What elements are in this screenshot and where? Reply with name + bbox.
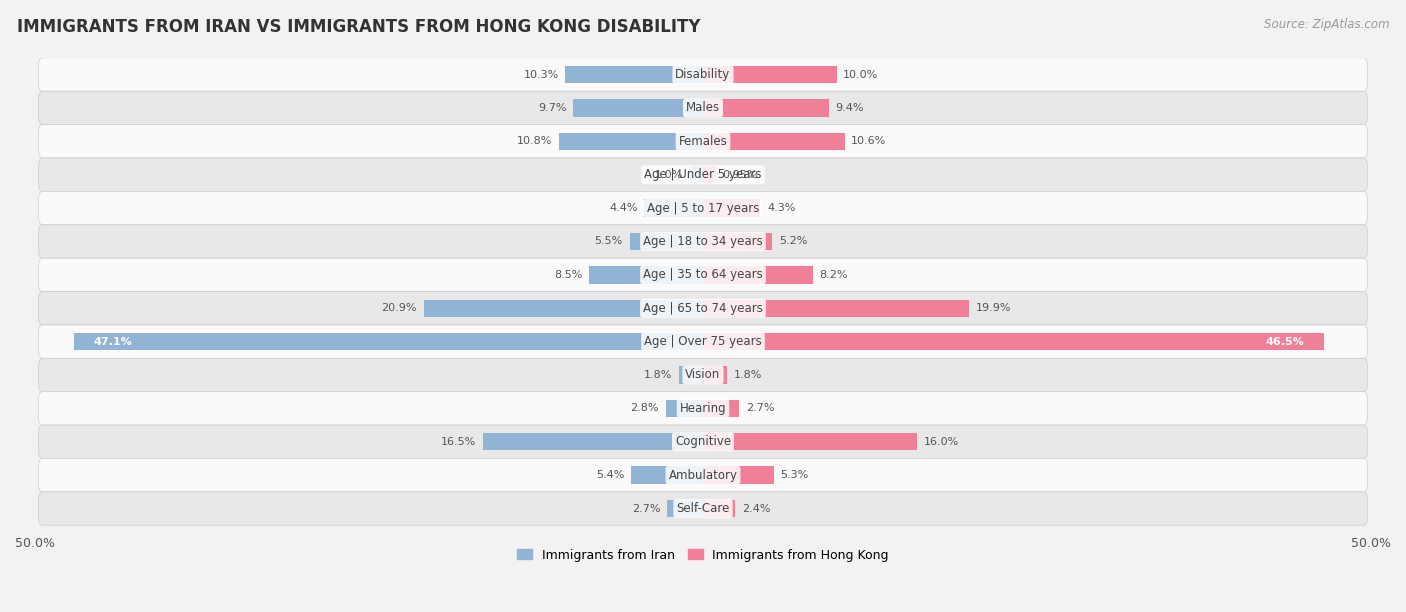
Bar (482, 433, 703, 450)
Text: 5.5%: 5.5% (595, 236, 623, 247)
Text: 10.6%: 10.6% (851, 136, 887, 146)
Bar (703, 433, 917, 450)
Bar (589, 266, 703, 283)
Bar (644, 200, 703, 217)
Text: 10.8%: 10.8% (516, 136, 553, 146)
Bar (630, 233, 703, 250)
FancyBboxPatch shape (38, 225, 1368, 258)
Bar (703, 500, 735, 517)
FancyBboxPatch shape (38, 125, 1368, 158)
Text: 20.9%: 20.9% (381, 303, 418, 313)
FancyBboxPatch shape (38, 492, 1368, 525)
Text: Ambulatory: Ambulatory (668, 469, 738, 482)
Bar (703, 367, 727, 384)
Text: 8.2%: 8.2% (820, 270, 848, 280)
Text: 1.8%: 1.8% (734, 370, 762, 380)
Bar (703, 66, 837, 83)
Text: Age | Over 75 years: Age | Over 75 years (644, 335, 762, 348)
Text: 5.3%: 5.3% (780, 470, 808, 480)
Text: Self-Care: Self-Care (676, 502, 730, 515)
FancyBboxPatch shape (38, 425, 1368, 458)
Bar (689, 166, 703, 184)
FancyBboxPatch shape (38, 291, 1368, 325)
Text: 2.7%: 2.7% (745, 403, 775, 413)
Text: 5.2%: 5.2% (779, 236, 807, 247)
Text: 16.0%: 16.0% (924, 437, 959, 447)
Text: Disability: Disability (675, 68, 731, 81)
Bar (703, 299, 969, 317)
Bar (703, 133, 845, 150)
Text: Males: Males (686, 102, 720, 114)
Text: 46.5%: 46.5% (1265, 337, 1305, 346)
Bar (558, 133, 703, 150)
Text: Cognitive: Cognitive (675, 435, 731, 448)
Bar (423, 299, 703, 317)
Bar (73, 333, 703, 350)
Bar (703, 333, 1324, 350)
Text: Age | 35 to 64 years: Age | 35 to 64 years (643, 268, 763, 282)
Bar (703, 233, 772, 250)
Text: Hearing: Hearing (679, 402, 727, 415)
Text: 2.8%: 2.8% (630, 403, 659, 413)
Text: Age | 18 to 34 years: Age | 18 to 34 years (643, 235, 763, 248)
Text: 4.4%: 4.4% (609, 203, 637, 213)
Bar (574, 99, 703, 117)
Bar (679, 367, 703, 384)
Text: IMMIGRANTS FROM IRAN VS IMMIGRANTS FROM HONG KONG DISABILITY: IMMIGRANTS FROM IRAN VS IMMIGRANTS FROM … (17, 18, 700, 36)
Text: 10.0%: 10.0% (844, 70, 879, 80)
Bar (703, 400, 740, 417)
FancyBboxPatch shape (38, 58, 1368, 91)
FancyBboxPatch shape (38, 392, 1368, 425)
Bar (703, 266, 813, 283)
Bar (703, 99, 828, 117)
FancyBboxPatch shape (38, 158, 1368, 192)
Text: 9.7%: 9.7% (538, 103, 567, 113)
FancyBboxPatch shape (38, 358, 1368, 392)
Bar (665, 400, 703, 417)
FancyBboxPatch shape (38, 458, 1368, 492)
Text: 1.8%: 1.8% (644, 370, 672, 380)
Text: 0.95%: 0.95% (723, 170, 758, 180)
Legend: Immigrants from Iran, Immigrants from Hong Kong: Immigrants from Iran, Immigrants from Ho… (512, 543, 894, 567)
FancyBboxPatch shape (38, 258, 1368, 291)
Text: 1.0%: 1.0% (655, 170, 683, 180)
Text: 19.9%: 19.9% (976, 303, 1011, 313)
FancyBboxPatch shape (38, 325, 1368, 358)
Text: 10.3%: 10.3% (523, 70, 558, 80)
Text: 5.4%: 5.4% (596, 470, 624, 480)
Text: Age | 5 to 17 years: Age | 5 to 17 years (647, 201, 759, 215)
FancyBboxPatch shape (38, 91, 1368, 125)
Text: Vision: Vision (685, 368, 721, 381)
Text: Source: ZipAtlas.com: Source: ZipAtlas.com (1264, 18, 1389, 31)
Bar (565, 66, 703, 83)
Bar (703, 200, 761, 217)
Text: Females: Females (679, 135, 727, 148)
Text: 9.4%: 9.4% (835, 103, 863, 113)
Text: 2.7%: 2.7% (631, 504, 661, 513)
Bar (703, 466, 773, 484)
Bar (631, 466, 703, 484)
Text: 4.3%: 4.3% (768, 203, 796, 213)
Text: Age | Under 5 years: Age | Under 5 years (644, 168, 762, 181)
Text: 16.5%: 16.5% (440, 437, 475, 447)
Text: 2.4%: 2.4% (742, 504, 770, 513)
Bar (666, 500, 703, 517)
Text: 47.1%: 47.1% (94, 337, 132, 346)
Bar (703, 166, 716, 184)
FancyBboxPatch shape (38, 192, 1368, 225)
Text: Age | 65 to 74 years: Age | 65 to 74 years (643, 302, 763, 315)
Text: 8.5%: 8.5% (554, 270, 582, 280)
